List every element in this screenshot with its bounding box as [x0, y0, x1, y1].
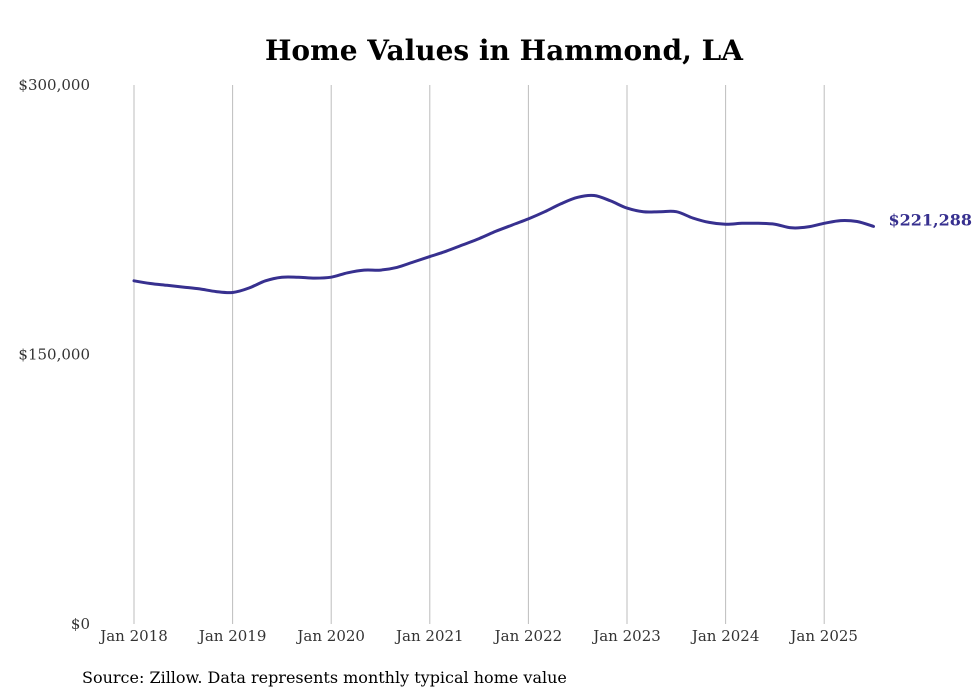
x-tick-label: Jan 2019 — [197, 627, 267, 645]
grid-lines — [133, 85, 825, 624]
x-tick-label: Jan 2024 — [690, 627, 760, 645]
x-tick-label: Jan 2018 — [98, 627, 168, 645]
source-note: Source: Zillow. Data represents monthly … — [82, 668, 567, 687]
x-tick-label: Jan 2022 — [493, 627, 563, 645]
x-tick-label: Jan 2021 — [394, 627, 464, 645]
y-tick-label: $150,000 — [18, 346, 90, 364]
y-axis-ticks: $0 $150,000 $300,000 — [18, 76, 90, 633]
x-tick-label: Jan 2020 — [295, 627, 365, 645]
series-line — [132, 193, 875, 295]
x-axis-ticks: Jan 2018 Jan 2019 Jan 2020 Jan 2021 Jan 2022… — [98, 627, 858, 645]
y-tick-label: $0 — [71, 615, 90, 633]
x-tick-label: Jan 2025 — [788, 627, 858, 645]
y-tick-label: $300,000 — [18, 76, 90, 94]
chart-title: Home Values in Hammond, LA — [265, 34, 744, 67]
end-value-label: $221,288 — [889, 210, 973, 229]
x-tick-label: Jan 2023 — [591, 627, 661, 645]
